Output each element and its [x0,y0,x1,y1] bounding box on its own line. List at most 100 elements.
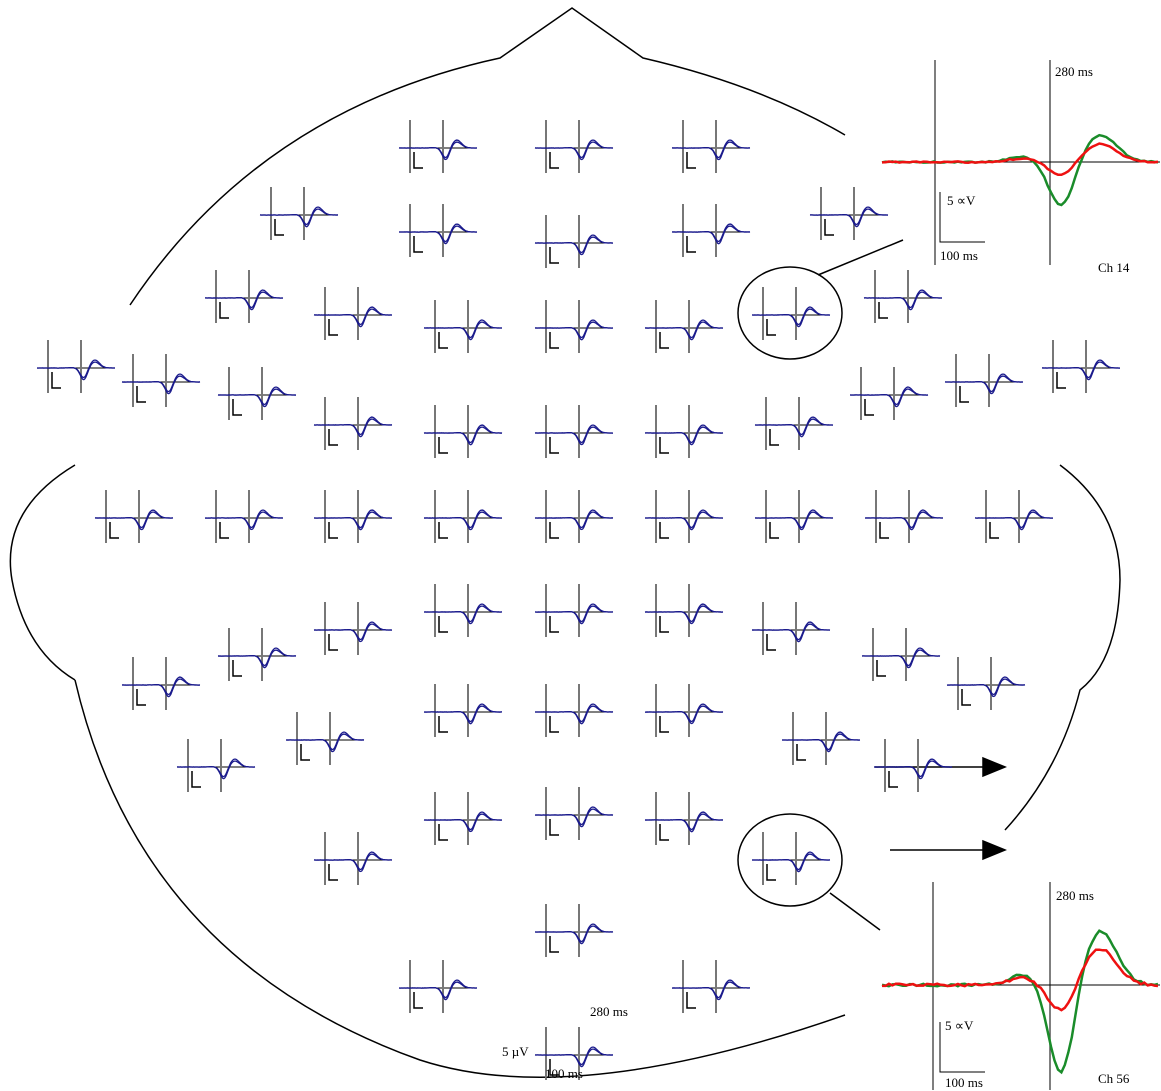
electrode-plot [424,405,502,458]
scale-bar [52,372,61,388]
electrode-plot [947,657,1025,710]
electrode-plot [535,787,613,840]
electrode-plot [945,354,1023,407]
scale-bar [660,824,669,840]
electrode-plot [535,684,613,737]
figure: 280 ms 5 ∝V 100 ms Ch 14 280 ms 5 ∝V 100… [0,0,1161,1091]
scale-bar [877,660,886,676]
scale-bar [220,522,229,538]
electrode-plot [1042,340,1120,393]
scale-bar [439,824,448,840]
scale-bar [329,864,338,880]
scale-bar [687,236,696,252]
electrode-plot [850,367,928,420]
electrode-plot [95,490,173,543]
electrode-plot [399,120,477,173]
electrode-plot [672,960,750,1013]
electrode-plot [864,270,942,323]
electrode-plot [535,405,613,458]
electrode-plot [752,602,830,655]
inset-ch56: 280 ms 5 ∝V 100 ms Ch 56 [882,882,1160,1090]
scale-bar [414,236,423,252]
electrode-plot [535,215,613,268]
scale-bar [439,522,448,538]
electrode-plot [862,628,940,681]
scale-bar [137,386,146,402]
electrode-plot [535,584,613,637]
electrode-plot [205,490,283,543]
scale-bar [414,152,423,168]
electrode-plot [37,340,115,393]
scale-bar [660,437,669,453]
electrode-plot [645,684,723,737]
scale-bar [439,437,448,453]
electrode-plot [260,187,338,240]
electrode-plot [645,405,723,458]
electrode-plot [122,657,200,710]
electrode-plots [37,120,1120,1080]
scale-bar [550,716,559,732]
amplitude-label: 5 ∝V [945,1018,974,1033]
channel-label: Ch 56 [1098,1071,1130,1086]
waveform-green [882,931,1158,1073]
electrode-plot [645,300,723,353]
electrode-plot [645,584,723,637]
scale-bar [220,302,229,318]
electrode-plot [314,287,392,340]
scale-bar [301,744,310,760]
scale-bar [110,522,119,538]
scale-bar [329,634,338,650]
scale-bar [767,634,776,650]
scale-bar [990,522,999,538]
electrode-plot [645,792,723,845]
electrode-plot [314,490,392,543]
time-label: 100 ms [940,248,978,263]
arrows [875,758,1005,859]
electrode-plot [755,397,833,450]
electrode-plot [286,712,364,765]
scale-bar [550,437,559,453]
electrode-plot [672,204,750,257]
electrode-plot [975,490,1053,543]
scale-bar [550,247,559,263]
scale-bar [767,864,776,880]
scale-bar [329,522,338,538]
scale-bar [687,152,696,168]
electrode-plot [424,684,502,737]
waveform-green [882,135,1158,205]
scale-bar [660,616,669,632]
time-label: 100 ms [545,1066,583,1081]
scale-bar [879,302,888,318]
electrode-plot [314,602,392,655]
electrode-plot [424,300,502,353]
scale-bar [767,319,776,335]
electrode-plot [424,584,502,637]
electrode-plot [205,270,283,323]
scale-bar [550,332,559,348]
scale-bar [889,771,898,787]
scale-bar [439,716,448,732]
scale-bar [865,399,874,415]
scale-bar [275,219,284,235]
electrode-plot [314,397,392,450]
scale-bar [439,616,448,632]
electrode-plot [755,490,833,543]
waveform-red [882,950,1158,1010]
latency-label: 280 ms [590,1004,628,1019]
scale-bar [550,819,559,835]
amplitude-label: 5 µV [502,1044,529,1059]
time-label: 100 ms [945,1075,983,1090]
electrode-plot [122,354,200,407]
electrode-plot [752,832,830,885]
scale-bar [550,616,559,632]
electrode-plot [424,792,502,845]
scale-bar [233,660,242,676]
electrode-plot [865,490,943,543]
scale-bar [1057,372,1066,388]
scale-bar [962,689,971,705]
latency-label: 280 ms [1056,888,1094,903]
scale-bar [880,522,889,538]
scale-bar [550,522,559,538]
scale-bar [329,429,338,445]
waveform-red [882,144,1158,175]
